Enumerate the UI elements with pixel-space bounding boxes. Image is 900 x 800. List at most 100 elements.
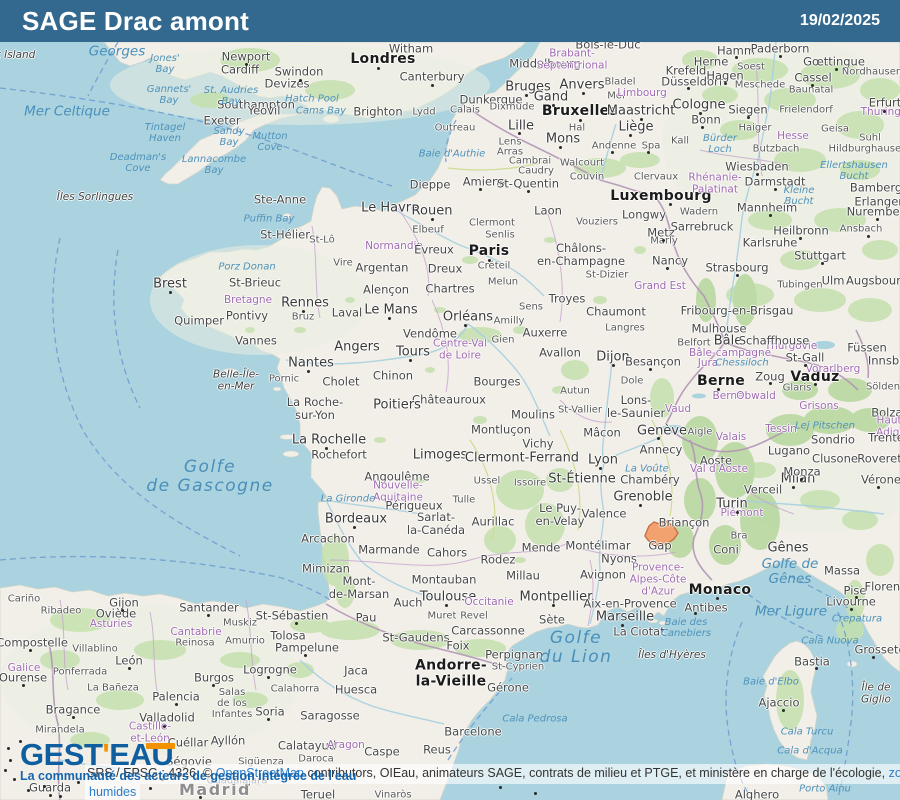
- map-label: Gijon: [109, 595, 139, 610]
- zones-humides-link[interactable]: zones: [888, 766, 900, 780]
- city-dot: [294, 621, 298, 625]
- openstreetmap-link[interactable]: OpenStreetMap: [215, 766, 304, 780]
- city-dot: [324, 446, 328, 450]
- map-label: Chessiloch: [715, 357, 769, 369]
- map-label: Cala Turcu: [780, 726, 834, 738]
- map-label: Ourense: [0, 670, 48, 685]
- map-label: Limoges: [412, 447, 468, 463]
- city-dot: [48, 793, 52, 797]
- map-label: Canterbury: [399, 69, 465, 84]
- map-label: Auxerre: [522, 325, 568, 340]
- map-label: Strasbourg: [705, 260, 769, 275]
- map-label: Caspe: [364, 744, 400, 759]
- city-dot: [768, 381, 772, 385]
- map-label: Muret: [427, 610, 457, 622]
- map-label: Golfe de Gênes: [761, 555, 819, 587]
- city-dot: [646, 150, 650, 154]
- city-dot: [127, 666, 131, 670]
- map-label: Quimper: [174, 313, 224, 328]
- map-label: Mer Celtique: [24, 103, 110, 120]
- city-dot: [638, 503, 642, 507]
- map-label: Guarda: [28, 780, 72, 795]
- map-label: Amilly: [493, 315, 525, 327]
- map-label: Valais: [715, 431, 747, 444]
- map-label: Pampelune: [275, 640, 339, 655]
- map-label: Obwald: [736, 390, 776, 403]
- map-label: Muskiz: [223, 617, 257, 629]
- map-label: Caudry: [518, 165, 554, 177]
- map-label: Laval: [331, 305, 363, 320]
- map-label: Kleine Bucht: [783, 184, 815, 207]
- map-label: Melun: [487, 276, 519, 288]
- map-label: Sandy Bay: [213, 125, 245, 148]
- map-label: Hildburghausen: [828, 143, 900, 155]
- city-dot: [875, 217, 879, 221]
- map-label: Haut-Adige: [876, 414, 900, 438]
- map-label: Glaris: [782, 382, 812, 394]
- city-dot: [18, 739, 22, 743]
- map-label: Cala Nuova: [801, 635, 859, 647]
- map-label: Calais: [449, 104, 481, 116]
- city-dot: [781, 708, 785, 712]
- map-label: St-Brieuc: [228, 275, 282, 290]
- city-dot: [498, 785, 502, 789]
- city-dot: [352, 525, 356, 529]
- map-label: Rochefort: [311, 447, 367, 462]
- city-dot: [715, 596, 719, 600]
- city-dot: [791, 485, 795, 489]
- city-dot: [849, 607, 853, 611]
- city-dot: [376, 66, 380, 70]
- map-label: La Voûte: [625, 463, 669, 475]
- map-label: Châteauroux: [412, 392, 486, 407]
- city-dot: [639, 117, 643, 121]
- map-label: Füssen: [847, 340, 887, 355]
- map-label: Rodez: [480, 552, 516, 567]
- city-dot: [206, 613, 210, 617]
- map-label: Mulhouse: [691, 321, 747, 336]
- map-label: Mâcon: [583, 425, 621, 440]
- city-dot: [854, 595, 858, 599]
- map-label: Mende: [521, 540, 561, 555]
- city-dot: [303, 653, 307, 657]
- map-label: Revel: [460, 610, 488, 622]
- map-label: Mannheim: [736, 200, 798, 215]
- header-bar: SAGE Drac amont 19/02/2025: [0, 0, 900, 42]
- map-label: Cologne: [672, 97, 726, 113]
- zones-humides-link-line2[interactable]: humides: [89, 785, 137, 799]
- city-dot: [120, 608, 124, 612]
- city-dot: [8, 758, 12, 762]
- map-label: Millau: [506, 568, 540, 583]
- map-label: Gap: [648, 538, 672, 553]
- city-dot: [76, 780, 80, 784]
- map-label: Sondrio: [811, 432, 855, 447]
- map-label: Le Puy- en-Velay: [535, 501, 585, 528]
- city-dot: [773, 187, 777, 191]
- city-dot: [799, 477, 803, 481]
- map-label: Aigle: [687, 426, 713, 438]
- map-label: Porto Ainu: [799, 783, 851, 795]
- map-label: Bruxelles: [541, 103, 619, 120]
- map-label: Avignon: [579, 567, 627, 582]
- city-dot: [533, 791, 537, 795]
- map-label: Cala Pedrosa: [502, 713, 568, 725]
- map-label: Kall: [670, 135, 690, 147]
- map-label: Palencia: [152, 689, 200, 704]
- map-label: Stuttgart: [794, 248, 846, 263]
- city-dot: [430, 83, 434, 87]
- city-dot: [581, 91, 585, 95]
- map-label: Villablino: [72, 643, 118, 655]
- map-label: Hesse: [777, 130, 809, 143]
- map-label: Oviède: [95, 606, 137, 621]
- map-label: Golfe du Lion: [539, 627, 613, 667]
- map-label: Toulouse: [419, 589, 477, 605]
- city-dot: [168, 290, 172, 294]
- map-label: Bourges: [473, 374, 521, 389]
- map-label: Gênes: [767, 540, 809, 556]
- sage-territory-highlight[interactable]: [644, 519, 679, 547]
- map-label: St-Dizier: [585, 269, 629, 281]
- map-label: Dieppe: [409, 177, 451, 192]
- map-label: Dole: [620, 375, 644, 387]
